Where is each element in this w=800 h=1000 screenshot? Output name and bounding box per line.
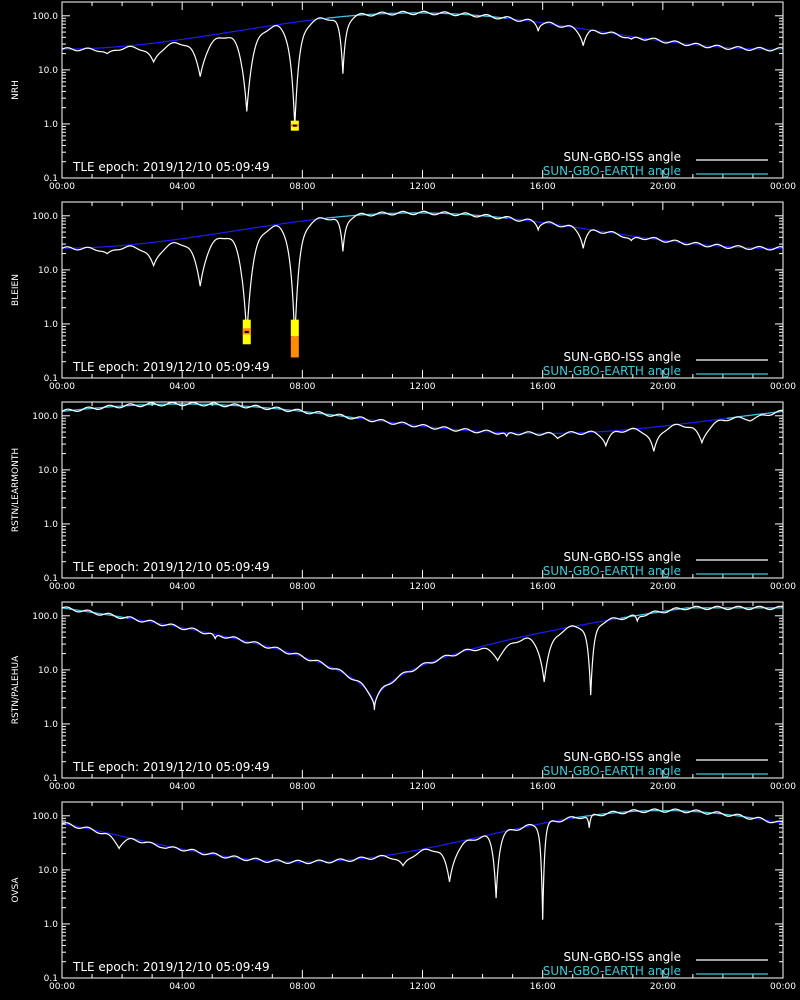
x-tick-label: 08:00 [289, 582, 315, 592]
y-axis-label: NRH [11, 80, 21, 100]
y-tick-label: 100.0 [32, 212, 58, 222]
iss-angle-line [62, 10, 783, 127]
tle-epoch-annotation: TLE epoch: 2019/12/10 05:09:49 [72, 360, 270, 374]
y-tick-label: 1.0 [44, 320, 59, 330]
y-tick-label: 100.0 [32, 812, 58, 822]
x-tick-label: 20:00 [650, 182, 676, 192]
tle-epoch-annotation: TLE epoch: 2019/12/10 05:09:49 [72, 760, 270, 774]
y-tick-label: 0.1 [44, 174, 58, 184]
y-tick-label: 10.0 [38, 866, 58, 876]
flag-marker-2-bottom [290, 336, 299, 358]
flag-marker-1-dot [244, 330, 249, 333]
legend-label-iss: SUN-GBO-ISS angle [564, 550, 681, 564]
x-tick-label: 16:00 [530, 782, 556, 792]
x-tick-label: 12:00 [410, 382, 436, 392]
y-tick-label: 100.0 [32, 612, 58, 622]
y-tick-label: 0.1 [44, 374, 58, 384]
x-tick-label: 00:00 [770, 182, 796, 192]
y-axis-label: OVSA [11, 877, 21, 903]
x-tick-label: 00:00 [770, 982, 796, 992]
x-tick-label: 00:00 [770, 382, 796, 392]
x-tick-label: 00:00 [49, 782, 75, 792]
y-tick-label: 10.0 [38, 66, 58, 76]
x-tick-label: 04:00 [169, 982, 195, 992]
legend-label-iss: SUN-GBO-ISS angle [564, 950, 681, 964]
legend-label-iss: SUN-GBO-ISS angle [564, 150, 681, 164]
y-axis-label: BLEIEN [11, 274, 21, 306]
y-tick-label: 10.0 [38, 666, 58, 676]
y-tick-label: 10.0 [38, 266, 58, 276]
x-tick-label: 08:00 [289, 182, 315, 192]
y-tick-label: 1.0 [44, 720, 59, 730]
legend-label-iss: SUN-GBO-ISS angle [564, 350, 681, 364]
iss-angle-line [62, 808, 783, 920]
legend-label-earth: SUN-GBO-EARTH angle [543, 764, 681, 778]
x-tick-label: 00:00 [49, 582, 75, 592]
x-tick-label: 20:00 [650, 782, 676, 792]
panel-2: 00:00 04:00 08:00 12:00 16:00 20:00 00:000.11.… [11, 201, 796, 392]
tle-epoch-annotation: TLE epoch: 2019/12/10 05:09:49 [72, 160, 270, 174]
y-tick-label: 0.1 [44, 574, 58, 584]
y-tick-label: 100.0 [32, 412, 58, 422]
x-tick-label: 16:00 [530, 382, 556, 392]
x-tick-label: 04:00 [169, 582, 195, 592]
x-tick-label: 08:00 [289, 382, 315, 392]
x-tick-label: 20:00 [650, 582, 676, 592]
x-tick-label: 00:00 [49, 382, 75, 392]
legend-label-iss: SUN-GBO-ISS angle [564, 750, 681, 764]
x-tick-label: 00:00 [770, 582, 796, 592]
legend-label-earth: SUN-GBO-EARTH angle [543, 964, 681, 978]
iss-angle-line [62, 605, 783, 710]
iss-angle-line [62, 210, 783, 341]
tle-epoch-annotation: TLE epoch: 2019/12/10 05:09:49 [72, 560, 270, 574]
x-tick-label: 12:00 [410, 182, 436, 192]
x-tick-label: 04:00 [169, 382, 195, 392]
y-axis-label: RSTN/PALEHUA [11, 655, 21, 724]
x-tick-label: 00:00 [770, 782, 796, 792]
y-tick-label: 1.0 [44, 120, 59, 130]
tle-epoch-annotation: TLE epoch: 2019/12/10 05:09:49 [72, 960, 270, 974]
x-tick-label: 12:00 [410, 782, 436, 792]
y-tick-label: 100.0 [32, 12, 58, 22]
y-axis-label: RSTN/LEARMONTH [11, 448, 21, 532]
legend-label-earth: SUN-GBO-EARTH angle [543, 164, 681, 178]
panel-1: 00:00 04:00 08:00 12:00 16:00 20:00 00:000.11.… [11, 1, 796, 192]
y-tick-label: 1.0 [44, 920, 59, 930]
panel-3: 00:00 04:00 08:00 12:00 16:00 20:00 00:000.11.… [11, 401, 796, 592]
legend-label-earth: SUN-GBO-EARTH angle [543, 364, 681, 378]
panel-4: 00:00 04:00 08:00 12:00 16:00 20:00 00:000.11.… [11, 601, 796, 792]
x-tick-label: 00:00 [49, 182, 75, 192]
y-tick-label: 0.1 [44, 774, 58, 784]
x-tick-label: 04:00 [169, 182, 195, 192]
flag-marker-1-dot [292, 124, 297, 127]
y-tick-label: 0.1 [44, 974, 58, 984]
x-tick-label: 20:00 [650, 982, 676, 992]
x-tick-label: 08:00 [289, 982, 315, 992]
flag-marker-2-top [290, 319, 299, 337]
y-tick-label: 10.0 [38, 466, 58, 476]
x-tick-label: 16:00 [530, 182, 556, 192]
x-tick-label: 04:00 [169, 782, 195, 792]
x-tick-label: 16:00 [530, 582, 556, 592]
panel-5: 00:00 04:00 08:00 12:00 16:00 20:00 00:000.11.… [11, 801, 796, 992]
x-tick-label: 12:00 [410, 582, 436, 592]
x-tick-label: 12:00 [410, 982, 436, 992]
x-tick-label: 08:00 [289, 782, 315, 792]
x-tick-label: 16:00 [530, 982, 556, 992]
y-tick-label: 1.0 [44, 520, 59, 530]
legend-label-earth: SUN-GBO-EARTH angle [543, 564, 681, 578]
x-tick-label: 20:00 [650, 382, 676, 392]
x-tick-label: 00:00 [49, 982, 75, 992]
